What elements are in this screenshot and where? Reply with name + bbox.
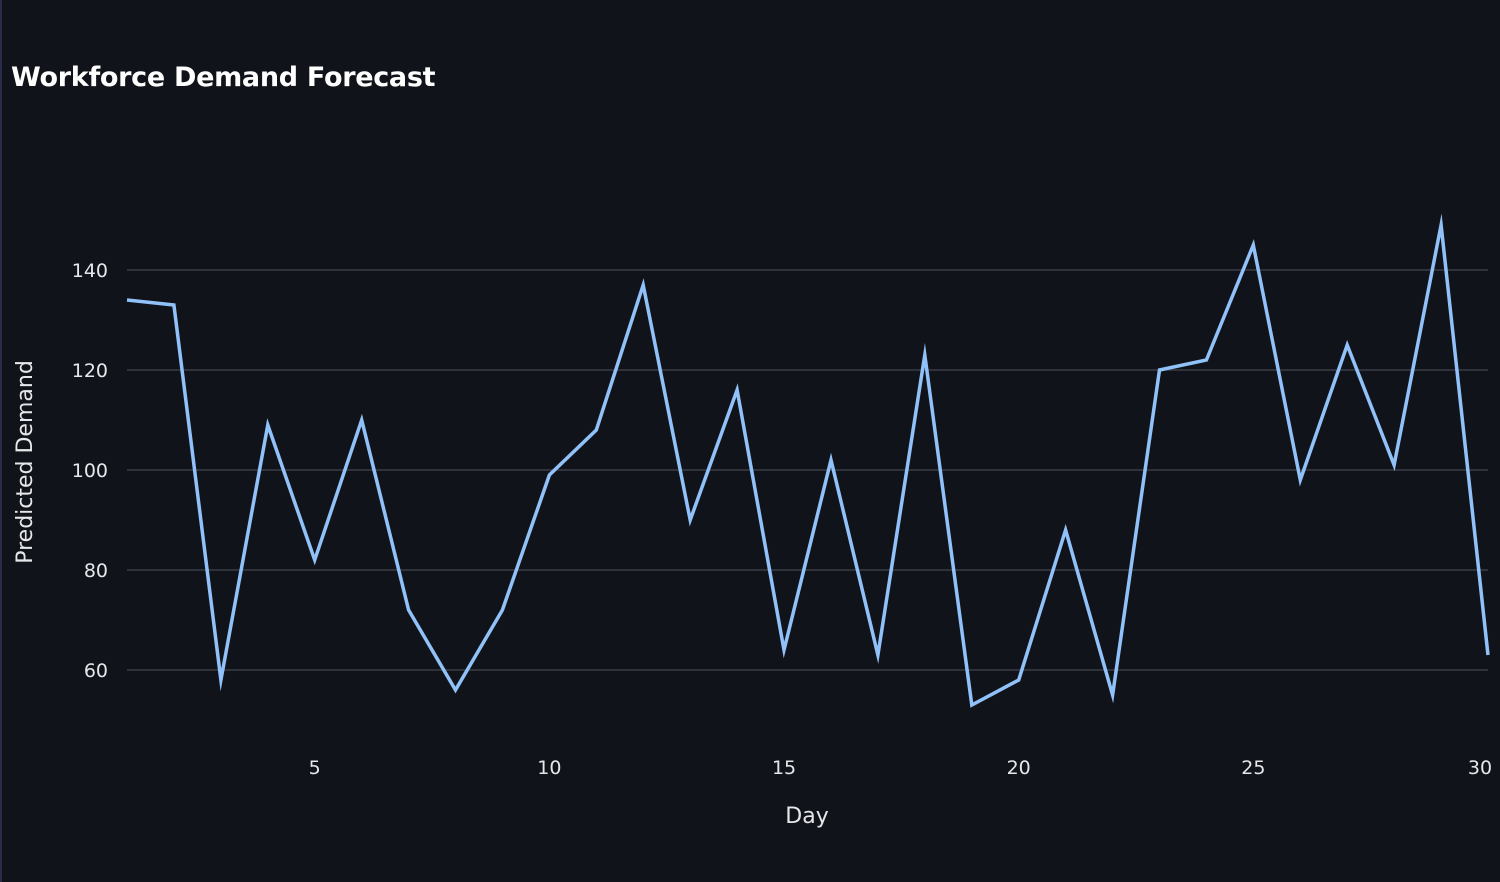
data-point[interactable]: 17: 63 [872, 649, 884, 661]
data-point[interactable]: 28: 101 [1388, 459, 1400, 471]
data-point[interactable]: 12: 137 [637, 279, 649, 291]
data-point[interactable]: 11: 108 [590, 424, 602, 436]
x-tick-label: 10 [537, 757, 561, 779]
data-point[interactable]: 22: 55 [1107, 689, 1119, 701]
data-point[interactable]: 30: 63 [1482, 649, 1494, 661]
y-tick-label: 100 [72, 460, 108, 482]
x-tick-label: 25 [1241, 757, 1265, 779]
x-tick-label: 15 [772, 757, 796, 779]
y-axis-ticks: 60 80 100 120 140 [72, 260, 108, 682]
x-axis-ticks: 5 10 15 20 25 30 [309, 757, 1492, 779]
data-point[interactable]: 21: 88 [1060, 524, 1072, 536]
data-point[interactable]: 2: 133 [168, 299, 180, 311]
data-point[interactable]: 9: 72 [496, 604, 508, 616]
y-tick-label: 140 [72, 260, 108, 282]
x-tick-label: 30 [1468, 757, 1492, 779]
x-tick-label: 20 [1007, 757, 1031, 779]
data-point[interactable]: 3: 58 [215, 674, 227, 686]
y-tick-label: 120 [72, 360, 108, 382]
data-point[interactable]: 25: 145 [1247, 239, 1259, 251]
data-point[interactable]: 26: 98 [1294, 474, 1306, 486]
data-point[interactable]: 23: 120 [1153, 364, 1165, 376]
data-point[interactable]: 7: 72 [403, 604, 415, 616]
data-point[interactable]: 19: 53 [966, 699, 978, 711]
data-point[interactable]: 24: 122 [1200, 354, 1212, 366]
data-point[interactable]: 4: 109 [262, 419, 274, 431]
data-point[interactable]: 15: 64 [778, 644, 790, 656]
series-line-0 [126, 213, 1490, 708]
data-point[interactable]: 1: 134 [121, 294, 133, 306]
gridlines [127, 269, 1488, 671]
data-point[interactable]: 5: 82 [309, 554, 321, 566]
y-tick-label: 60 [84, 660, 108, 682]
data-point[interactable]: 14: 116 [731, 384, 743, 396]
y-tick-label: 80 [84, 560, 108, 582]
x-tick-label: 5 [309, 757, 321, 779]
data-point[interactable]: 29: 149 [1435, 219, 1447, 231]
data-point[interactable]: 10: 99 [543, 469, 555, 481]
series-layer: 1: 134 2: 133 3: 58 4: 109 5: 82 6: 110 7: 72 8… [121, 213, 1494, 711]
data-point[interactable]: 13: 90 [684, 514, 696, 526]
data-point[interactable]: 18: 123 [919, 349, 931, 361]
y-axis-label: Predicted Demand [13, 360, 38, 564]
chart-title: Workforce Demand Forecast [11, 62, 436, 93]
data-point[interactable]: 6: 110 [356, 414, 368, 426]
data-point[interactable]: 27: 125 [1341, 339, 1353, 351]
data-point[interactable]: 16: 102 [825, 454, 837, 466]
data-point[interactable]: 8: 56 [450, 684, 462, 696]
x-axis-label: Day [785, 804, 828, 829]
data-point[interactable]: 20: 58 [1013, 674, 1025, 686]
